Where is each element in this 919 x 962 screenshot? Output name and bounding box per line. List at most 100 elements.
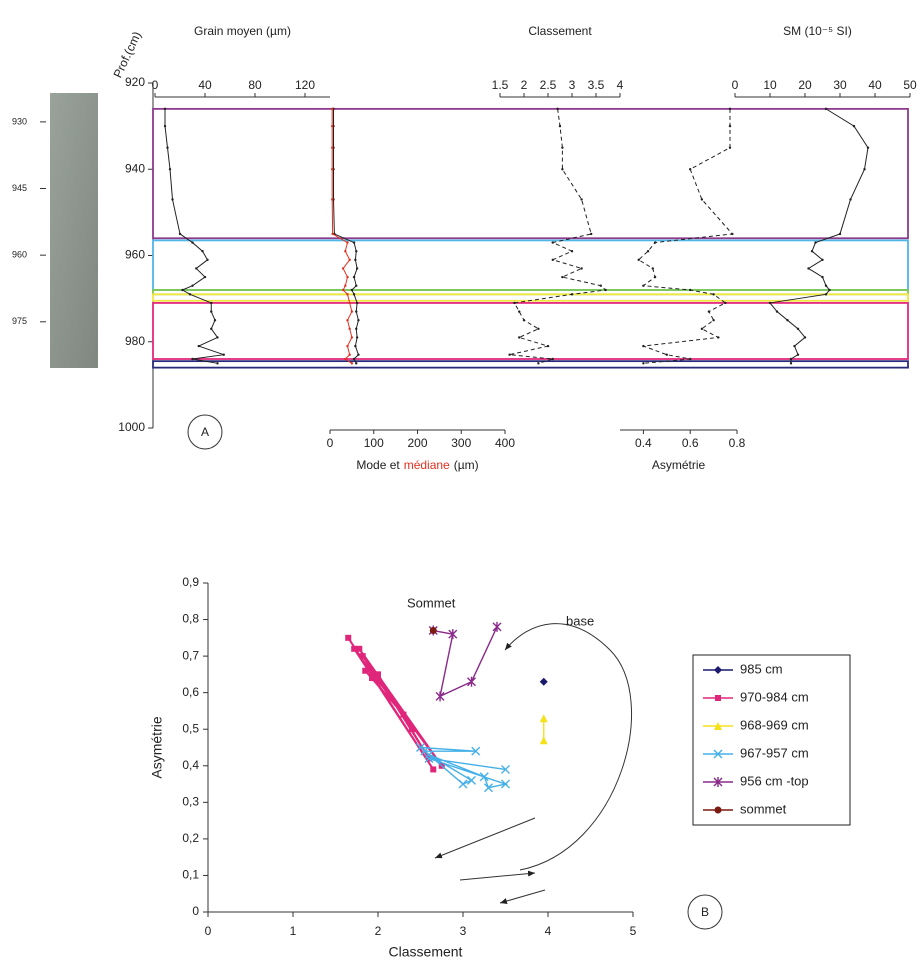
legend-marker [714, 666, 722, 674]
profile-line [164, 108, 224, 364]
profile-point [513, 301, 516, 305]
profile-point [599, 284, 602, 287]
profile-point [700, 327, 704, 331]
profile-point [195, 267, 198, 270]
x-tick-label: 300 [451, 436, 471, 450]
annotation: base [566, 613, 594, 628]
profile-point [344, 357, 347, 361]
profile-line [637, 108, 734, 364]
profile-point [341, 267, 345, 270]
profile-point [171, 198, 174, 201]
y-tick-label: 0,6 [182, 685, 199, 699]
profile-point [210, 301, 213, 305]
profile-point [700, 198, 704, 201]
legend-label: 956 cm -top [740, 773, 809, 788]
profile-point [796, 353, 800, 356]
profile-point [866, 146, 870, 149]
profile-point [689, 168, 692, 171]
profile-point [537, 327, 540, 331]
y-tick-label: 960 [125, 248, 145, 262]
profile-point [355, 336, 359, 339]
profile-point [653, 241, 657, 244]
profile-point [354, 258, 357, 262]
profile-point [803, 336, 807, 339]
x-tick-label: 100 [364, 436, 384, 450]
marker [409, 726, 415, 733]
profile-point [355, 310, 358, 313]
marker [492, 621, 502, 632]
legend-label: 985 cm [740, 661, 783, 676]
profile-point [216, 336, 219, 339]
profile-point [689, 288, 692, 292]
profile-point [824, 107, 828, 111]
track-title-part: médiane [404, 458, 450, 472]
profile-point [642, 344, 645, 348]
profile-point [197, 344, 200, 348]
legend-box [692, 654, 851, 826]
profile-point [330, 168, 334, 171]
profile-point [642, 362, 645, 365]
profile-point [551, 258, 554, 262]
profile-point [731, 232, 734, 236]
legend-label: 970-984 cm [740, 689, 809, 704]
marker [424, 750, 434, 760]
profile-point [222, 353, 225, 356]
profile-point [348, 327, 351, 331]
profile-point [330, 198, 334, 201]
marker [400, 711, 407, 718]
profile-point [357, 318, 360, 322]
profile-point [728, 146, 732, 149]
marker [484, 783, 493, 793]
x-tick-label: 3.5 [588, 78, 605, 92]
marker [539, 736, 548, 745]
x-tick-label: 0 [327, 436, 334, 450]
profile-point [348, 301, 351, 305]
x-tick-label: 1.5 [492, 78, 509, 92]
x-tick-label: 1 [290, 924, 297, 938]
core-depth-label: 960 [12, 250, 27, 260]
track-title: Grain moyen (µm) [194, 24, 291, 38]
profile-point [355, 284, 358, 287]
marker [435, 691, 445, 702]
marker [539, 714, 548, 723]
profile-point [810, 249, 814, 253]
legend-marker [714, 806, 722, 814]
arrows [434, 623, 632, 904]
profile-point [786, 318, 789, 322]
marker [362, 667, 369, 674]
profile-point [348, 353, 351, 356]
legend-marker [715, 695, 721, 701]
profile-point [849, 198, 852, 201]
track-title: Mode et médiane (µm) [356, 458, 478, 472]
legend-label: 967-957 cm [740, 745, 809, 760]
track-title: SM (10⁻⁵ SI) [783, 24, 852, 38]
profile-point [350, 336, 354, 339]
profile-point [346, 318, 349, 322]
profile-point [518, 310, 521, 313]
profile-point [561, 168, 564, 171]
profile-point [556, 107, 559, 111]
profile-point [570, 293, 574, 296]
y-tick-label: 0,9 [182, 575, 199, 589]
profile-line [331, 108, 353, 364]
profile-point [707, 310, 711, 313]
series-line [433, 626, 498, 698]
zone [152, 107, 909, 240]
profile-point [163, 107, 167, 111]
profile-point [852, 124, 856, 128]
profile-point [166, 146, 169, 149]
profile-point [590, 232, 593, 236]
profile-point [330, 124, 334, 128]
profile-point [188, 293, 192, 296]
legend-marker [713, 749, 723, 759]
legend-marker [713, 777, 723, 787]
marker [429, 627, 437, 635]
profile-point [355, 267, 359, 270]
profile-point [824, 293, 828, 296]
profile-point [216, 362, 219, 365]
marker [479, 772, 489, 782]
profile-point [344, 249, 347, 253]
profile-point [352, 293, 356, 296]
